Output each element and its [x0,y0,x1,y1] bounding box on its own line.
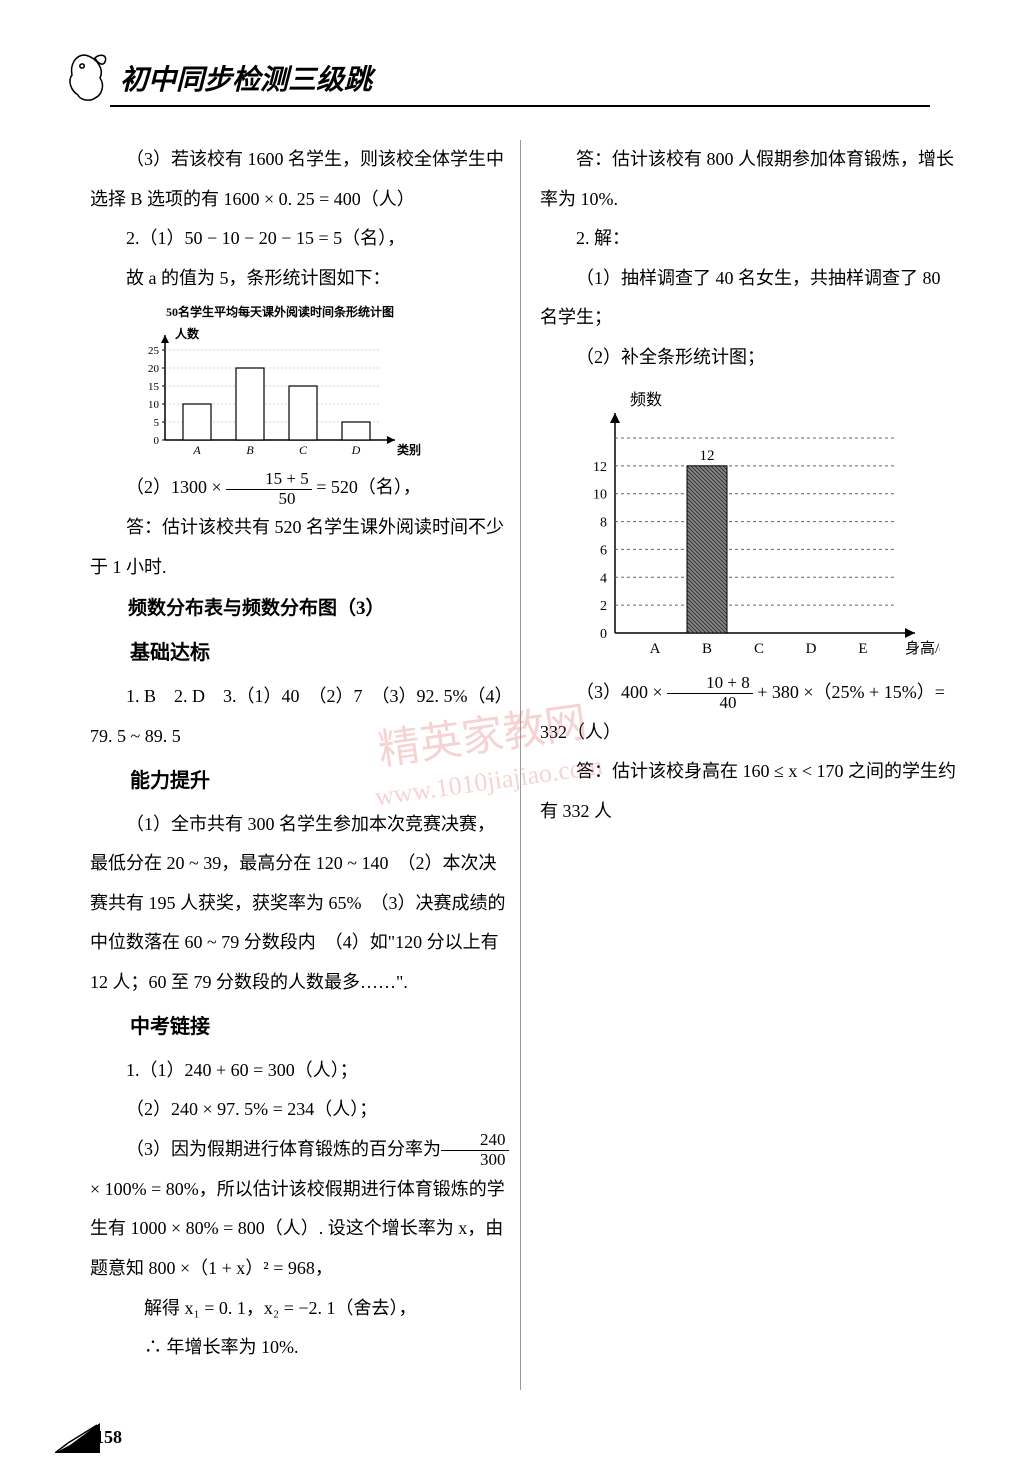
svg-text:频数: 频数 [630,391,662,409]
bar-chart-1: 50名学生平均每天课外阅读时间条形统计图 人数 0 5 10 15 20 25 A B C D 类别 [130,303,430,463]
text: 1. B 2. D 3.（1）40 （2）7 （3）92. 5%（4）79. 5… [90,677,510,756]
svg-text:6: 6 [600,543,607,558]
svg-text:12: 12 [593,459,607,474]
svg-text:身高/cm: 身高/cm [905,640,940,657]
svg-text:10: 10 [148,399,160,411]
subsection-title: 基础达标 [90,629,510,677]
svg-text:人数: 人数 [175,326,200,341]
svg-text:20: 20 [148,363,160,375]
page-number: 158 [95,1427,122,1448]
fraction: 10 + 840 [667,674,753,712]
text: 2. 解： [540,219,960,259]
text: （2）1300 × 15 + 550 = 520（名）， [90,468,510,508]
svg-text:A: A [650,641,661,657]
subsection-title: 能力提升 [90,757,510,805]
text: （3）400 × 10 + 840 + 380 ×（25% + 15%）= 33… [540,673,960,753]
text: ∴ 年增长率为 10%. [90,1328,510,1368]
fraction: 240300 [441,1131,509,1169]
text: 2.（1）50 − 10 − 20 − 15 = 5（名）， [90,219,510,259]
svg-text:D: D [806,641,817,657]
text: （2）1300 × [126,477,226,497]
chart-svg: 人数 0 5 10 15 20 25 A B C D 类别 [130,320,430,465]
svg-text:D: D [351,443,361,457]
text: 答：估计该校共有 520 名学生课外阅读时间不少于 1 小时. [90,508,510,587]
chart-title: 50名学生平均每天课外阅读时间条形统计图 [130,303,430,320]
text: （2）240 × 97. 5% = 234（人）； [90,1090,510,1130]
denominator: 40 [667,694,753,713]
left-column: （3）若该校有 1600 名学生，则该校全体学生中选择 B 选项的有 1600 … [90,140,510,1368]
svg-text:C: C [754,641,764,657]
subsection-title: 中考链接 [90,1003,510,1051]
text: （3）400 × [576,682,667,702]
denominator: 300 [441,1151,509,1170]
right-column: 答：估计该校有 800 人假期参加体育锻炼，增长率为 10%. 2. 解： （1… [540,140,960,831]
text: （3）若该校有 1600 名学生，则该校全体学生中选择 B 选项的有 1600 … [90,140,510,219]
denominator: 50 [226,490,312,509]
text: （1）全市共有 300 名学生参加本次竞赛决赛，最低分在 20 ~ 39，最高分… [90,805,510,1003]
svg-text:0: 0 [154,435,160,447]
svg-text:4: 4 [600,571,607,586]
text: 故 a 的值为 5，条形统计图如下： [90,259,510,299]
text: 答：估计该校身高在 160 ≤ x < 170 之间的学生约有 332 人 [540,752,960,831]
squirrel-icon [60,50,110,105]
text: （3）因为假期进行体育锻炼的百分率为240300 × 100% = 80%，所以… [90,1130,510,1289]
svg-text:25: 25 [148,345,160,357]
text: 解得 x₁ = 0. 1，x₂ = −2. 1（舍去）， [90,1289,510,1329]
svg-text:类别: 类别 [397,442,421,457]
chart-svg: 频数 0 2 4 6 8 10 12 A B 12 C D E 身高/cm [560,383,940,663]
bar-chart-2: 频数 0 2 4 6 8 10 12 A B 12 C D E 身高/cm [560,383,940,663]
header-underline [110,105,930,107]
text: （2）补全条形统计图； [540,338,960,378]
svg-text:8: 8 [600,515,607,530]
numerator: 240 [441,1131,509,1151]
svg-text:B: B [246,443,254,457]
numerator: 10 + 8 [667,674,753,694]
svg-text:12: 12 [700,447,715,463]
svg-text:0: 0 [600,627,607,642]
text: （3）因为假期进行体育锻炼的百分率为 [126,1139,441,1159]
numerator: 15 + 5 [226,470,312,490]
svg-text:C: C [299,443,308,457]
svg-text:B: B [702,641,712,657]
svg-text:15: 15 [148,381,160,393]
svg-text:10: 10 [593,487,607,502]
text: × 100% = 80%，所以估计该校假期进行体育锻炼的学生有 1000 × 8… [90,1179,505,1278]
svg-text:E: E [858,641,867,657]
page-corner-icon [55,1423,100,1453]
column-divider [520,140,521,1390]
svg-text:A: A [192,443,201,457]
svg-text:2: 2 [600,599,607,614]
text: = 520（名）， [312,477,421,497]
text: （1）抽样调查了 40 名女生，共抽样调查了 80 名学生； [540,259,960,338]
svg-text:5: 5 [154,417,160,429]
text: 答：估计该校有 800 人假期参加体育锻炼，增长率为 10%. [540,140,960,219]
fraction: 15 + 550 [226,470,312,508]
section-title: 频数分布表与频数分布图（3） [90,588,510,630]
text: 1.（1）240 + 60 = 300（人）； [90,1051,510,1091]
page-title: 初中同步检测三级跳 [120,58,372,98]
